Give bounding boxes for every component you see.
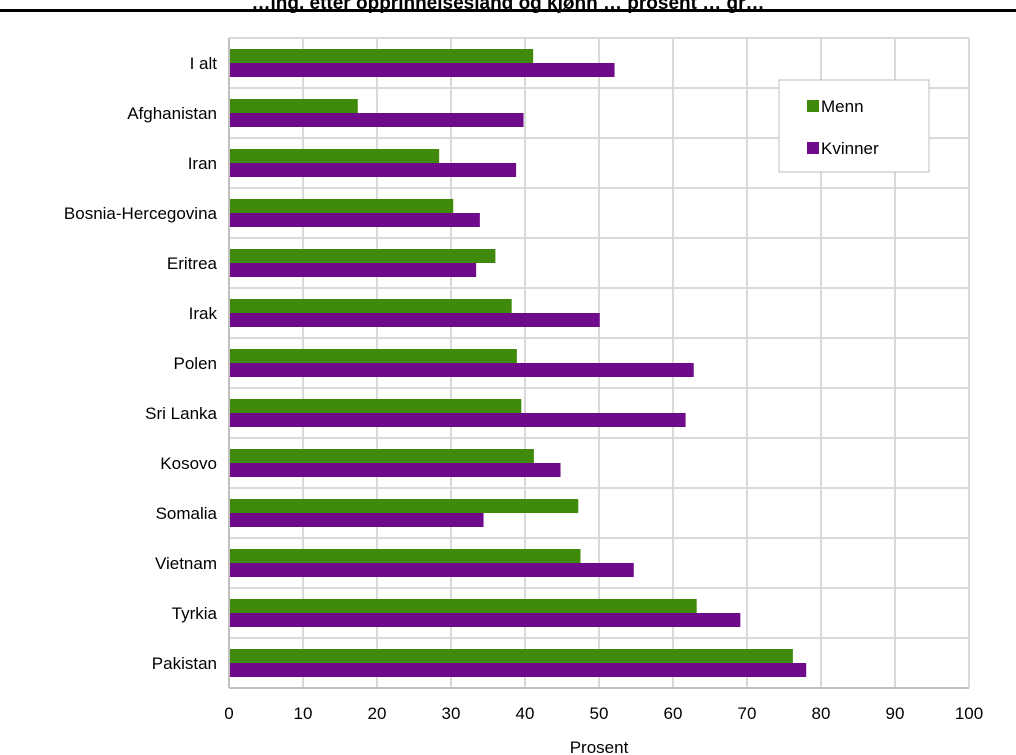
x-tick-label: 80	[812, 704, 831, 723]
bar-menn-sri-lanka	[229, 399, 522, 413]
x-tick-label: 90	[886, 704, 905, 723]
x-axis-label: Prosent	[570, 738, 629, 755]
x-tick-label: 40	[516, 704, 535, 723]
bar-menn-vietnam	[229, 549, 581, 563]
x-tick-label: 50	[590, 704, 609, 723]
bar-kvinner-i-alt	[229, 63, 615, 77]
title-rule	[0, 9, 1016, 12]
bar-menn-bosnia-hercegovina	[229, 199, 454, 213]
x-tick-label: 20	[368, 704, 387, 723]
category-label: Vietnam	[155, 554, 217, 573]
legend-swatch-kvinner	[807, 142, 819, 154]
legend-swatch-menn	[807, 100, 819, 112]
bar-kvinner-irak	[229, 313, 600, 327]
bar-menn-polen	[229, 349, 517, 363]
category-label: Afghanistan	[127, 104, 217, 123]
bar-kvinner-polen	[229, 363, 694, 377]
bar-kvinner-iran	[229, 163, 517, 177]
bar-kvinner-kosovo	[229, 463, 561, 477]
category-label: I alt	[190, 54, 218, 73]
x-tick-label: 0	[224, 704, 233, 723]
category-label: Sri Lanka	[145, 404, 217, 423]
category-label: Iran	[188, 154, 217, 173]
legend-label-kvinner: Kvinner	[821, 139, 879, 158]
bar-menn-irak	[229, 299, 512, 313]
bar-menn-i-alt	[229, 49, 534, 63]
bar-menn-pakistan	[229, 649, 793, 663]
category-label: Pakistan	[152, 654, 217, 673]
bar-kvinner-pakistan	[229, 663, 807, 677]
bar-kvinner-vietnam	[229, 563, 634, 577]
x-tick-label: 10	[294, 704, 313, 723]
x-tick-label: 60	[664, 704, 683, 723]
category-label: Tyrkia	[172, 604, 218, 623]
x-tick-label: 70	[738, 704, 757, 723]
category-label: Irak	[189, 304, 218, 323]
bar-menn-somalia	[229, 499, 579, 513]
x-tick-label: 100	[955, 704, 983, 723]
bar-menn-eritrea	[229, 249, 496, 263]
bar-menn-kosovo	[229, 449, 534, 463]
legend-label-menn: Menn	[821, 97, 864, 116]
bar-kvinner-afghanistan	[229, 113, 524, 127]
bar-kvinner-eritrea	[229, 263, 477, 277]
category-label: Somalia	[156, 504, 218, 523]
bar-kvinner-sri-lanka	[229, 413, 686, 427]
category-label: Polen	[174, 354, 217, 373]
bar-kvinner-somalia	[229, 513, 484, 527]
bar-kvinner-bosnia-hercegovina	[229, 213, 480, 227]
bar-menn-iran	[229, 149, 440, 163]
bar-kvinner-tyrkia	[229, 613, 741, 627]
category-label: Bosnia-Hercegovina	[64, 204, 218, 223]
category-label: Eritrea	[167, 254, 218, 273]
category-label: Kosovo	[160, 454, 217, 473]
bar-menn-afghanistan	[229, 99, 358, 113]
x-tick-label: 30	[442, 704, 461, 723]
legend-box	[778, 79, 930, 173]
bar-menn-tyrkia	[229, 599, 697, 613]
